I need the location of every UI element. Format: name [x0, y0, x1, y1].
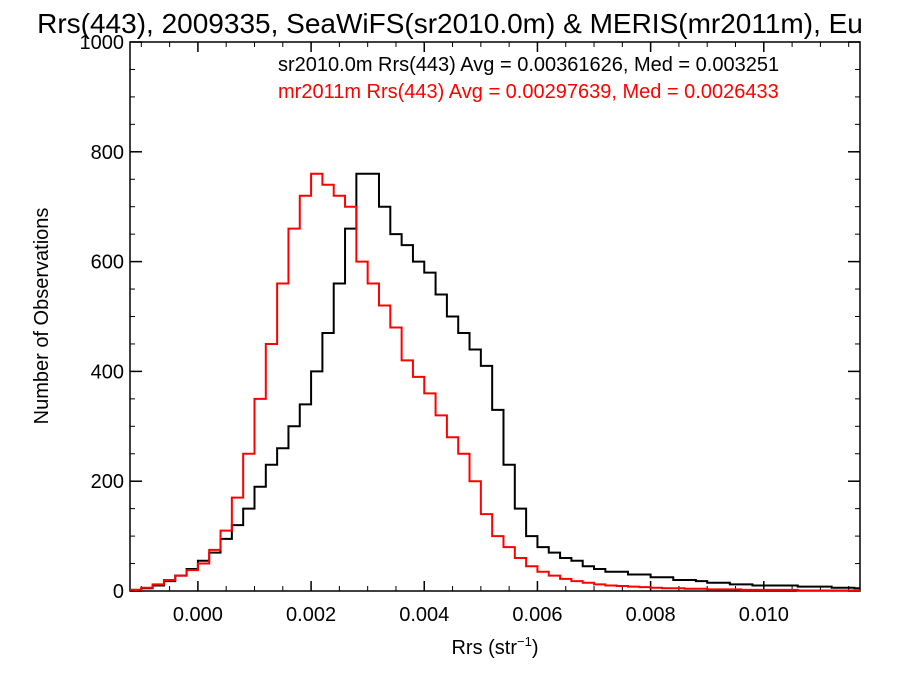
chart-title: Rrs(443), 2009335, SeaWiFS(sr2010.0m) & … — [37, 8, 863, 39]
x-tick-label: 0.002 — [286, 604, 336, 626]
x-axis-label-sup: −1 — [517, 634, 532, 649]
x-tick-label: 0.010 — [739, 604, 789, 626]
x-tick-label: 0.004 — [399, 604, 449, 626]
x-tick-label: 0.006 — [512, 604, 562, 626]
x-axis-label: Rrs (str−1) — [451, 634, 538, 659]
annotation-sr2010: sr2010.0m Rrs(443) Avg = 0.00361626, Med… — [278, 54, 779, 76]
axes-group: 0.000 0.002 0.004 0.006 0.008 0.010 0 200 400 600… — [80, 32, 861, 626]
y-tick-label: 0 — [113, 581, 124, 603]
y-tick-label: 600 — [91, 252, 124, 274]
y-tick-label: 800 — [91, 142, 124, 164]
annotation-mr2011m: mr2011m Rrs(443) Avg = 0.00297639, Med =… — [278, 81, 779, 103]
x-tick-label: 0.008 — [626, 604, 676, 626]
series-line-1 — [130, 172, 860, 592]
plot-frame — [129, 41, 861, 592]
x-axis-label-close: ) — [532, 637, 539, 659]
x-axis-label-main: Rrs (str — [451, 637, 517, 659]
x-tick-label: 0.000 — [173, 604, 223, 626]
series-line-0 — [130, 172, 860, 591]
y-tick-label: 400 — [91, 361, 124, 383]
y-tick-label: 1000 — [80, 32, 125, 54]
series-group — [130, 172, 860, 592]
y-axis-label: Number of Observations — [31, 208, 53, 425]
y-tick-label: 200 — [91, 471, 124, 493]
